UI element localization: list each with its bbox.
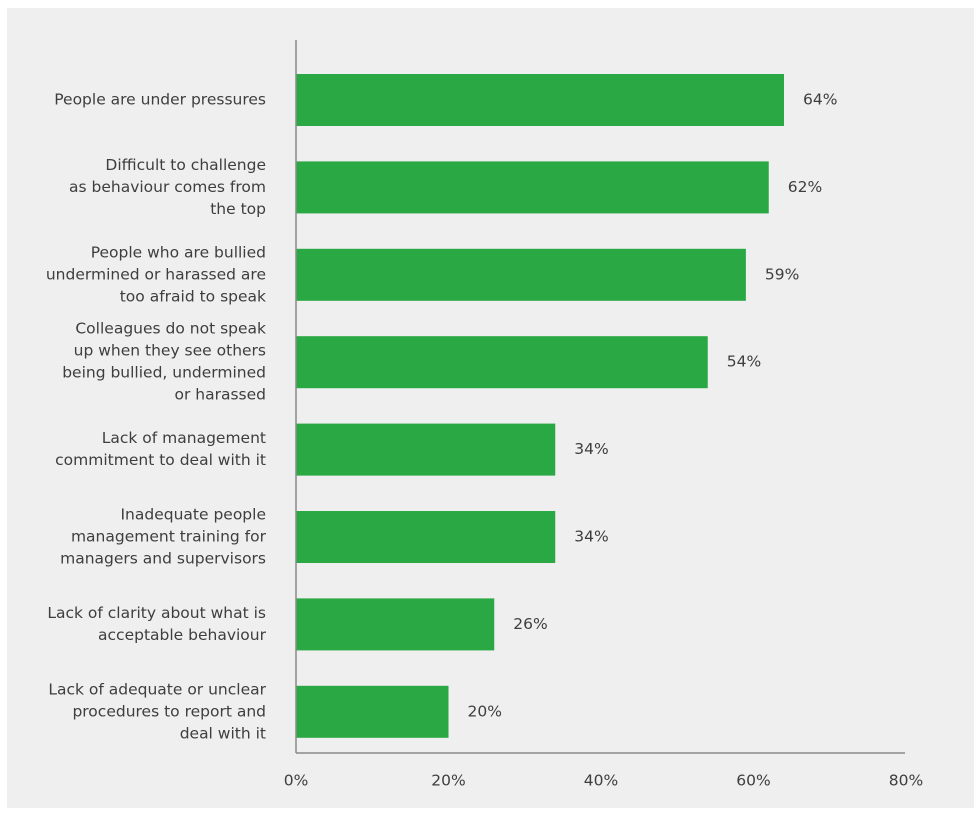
category-label-line: being bullied, undermined (62, 364, 266, 382)
bar-1 (296, 74, 784, 126)
category-label-line: up when they see others (74, 342, 266, 360)
x-tick-label-3: 40% (584, 772, 618, 790)
bar-6 (296, 511, 556, 563)
value-labels-group: 64% 62% 59% 54% 34% 34% 26% 20% (468, 91, 838, 721)
category-label-5: Lack of management commitment to deal wit… (55, 429, 266, 469)
category-label-line: Colleagues do not speak (75, 320, 266, 338)
bar-2 (296, 161, 769, 214)
category-label-line: commitment to deal with it (55, 451, 266, 469)
category-label-2: Difficult to challenge as behaviour comes… (69, 156, 266, 218)
category-label-6: Inadequate people management training for… (60, 506, 267, 568)
bar-7 (296, 598, 495, 651)
value-label-1: 64% (803, 91, 837, 109)
category-label-line: deal with it (180, 724, 266, 742)
category-label-4: Colleagues do not speak up when they see … (62, 320, 266, 404)
category-label-line: management training for (71, 528, 267, 546)
category-label-line: or harassed (174, 386, 266, 404)
axes-group (295, 40, 905, 754)
category-label-line: as behaviour comes from (69, 178, 266, 196)
category-label-8: Lack of adequate or unclear procedures to… (48, 680, 266, 742)
category-label-7: Lack of clarity about what is acceptable … (47, 604, 266, 644)
category-label-line: managers and supervisors (60, 550, 266, 568)
value-label-8: 20% (468, 702, 502, 720)
category-label-line: Lack of adequate or unclear (48, 680, 266, 698)
category-label-line: People are under pressures (54, 91, 266, 109)
value-label-3: 59% (765, 265, 799, 283)
value-label-4: 54% (727, 353, 761, 371)
chart-panel (7, 8, 974, 808)
x-tick-label-1: 0% (284, 772, 309, 790)
x-tick-label-5: 80% (889, 772, 923, 790)
category-label-line: acceptable behaviour (98, 626, 267, 644)
bar-4 (296, 336, 708, 389)
bar-3 (296, 248, 746, 301)
x-tick-label-4: 60% (736, 772, 770, 790)
bars-group (296, 74, 784, 738)
category-labels-group: People are under pressures Difficult to c… (46, 91, 267, 743)
category-label-1: People are under pressures (54, 91, 266, 109)
bar-8 (296, 685, 449, 738)
value-label-5: 34% (574, 440, 608, 458)
category-label-line: procedures to report and (72, 702, 266, 720)
tick-labels-group: 0% 20% 40% 60% 80% (284, 772, 924, 790)
category-label-3: People who are bullied undermined or hara… (46, 243, 266, 305)
value-label-2: 62% (788, 178, 822, 196)
x-tick-label-2: 20% (431, 772, 465, 790)
value-label-6: 34% (574, 528, 608, 546)
category-label-line: People who are bullied (91, 243, 266, 261)
category-label-line: Lack of management (102, 429, 266, 447)
category-label-line: Lack of clarity about what is (47, 604, 266, 622)
category-label-line: too afraid to speak (120, 287, 266, 305)
value-label-7: 26% (513, 615, 547, 633)
category-label-line: the top (210, 200, 266, 218)
category-label-line: Difficult to challenge (105, 156, 266, 174)
category-label-line: Inadequate people (120, 506, 266, 524)
category-label-line: undermined or harassed are (46, 265, 266, 283)
bar-5 (296, 423, 556, 476)
